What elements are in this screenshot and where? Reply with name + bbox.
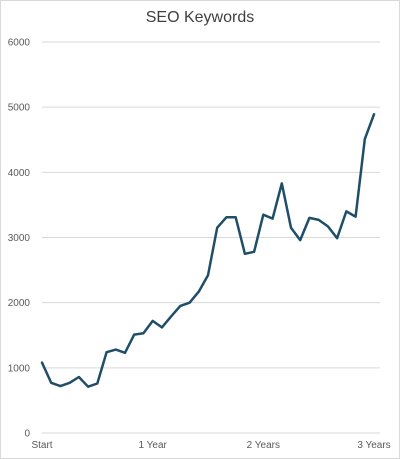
data-point — [234, 216, 237, 219]
data-point — [96, 382, 99, 385]
data-point — [160, 326, 163, 329]
data-point — [114, 348, 117, 351]
x-axis-ticks: Start 1 Year 2 Years 3 Years — [31, 440, 390, 451]
chart-title: SEO Keywords — [145, 9, 255, 26]
data-point — [253, 250, 256, 253]
y-tick-label: 4000 — [8, 168, 31, 179]
data-point — [317, 218, 320, 221]
data-point — [225, 216, 228, 219]
x-tick-label: Start — [31, 440, 52, 451]
x-tick-label: 1 Year — [138, 440, 167, 451]
y-tick-label: 6000 — [8, 38, 31, 49]
data-point — [373, 113, 375, 116]
data-point — [68, 381, 71, 384]
y-tick-label: 2000 — [8, 298, 31, 309]
data-point — [299, 239, 302, 242]
data-point — [290, 226, 292, 229]
x-tick-label: 2 Years — [247, 440, 280, 451]
data-point — [336, 237, 339, 240]
data-point — [105, 351, 108, 354]
series-layer — [40, 113, 376, 388]
y-tick-label: 1000 — [8, 363, 31, 374]
data-point — [216, 226, 219, 229]
data-point — [345, 210, 348, 213]
data-point — [207, 274, 209, 277]
data-point — [188, 301, 191, 304]
y-axis-ticks: 0 1000 2000 3000 4000 5000 6000 — [8, 38, 31, 440]
data-point — [179, 304, 182, 307]
y-tick-label: 5000 — [8, 103, 31, 114]
y-tick-label: 3000 — [8, 233, 31, 244]
data-point — [124, 351, 126, 354]
series-line — [40, 113, 376, 388]
data-point — [151, 319, 154, 322]
data-point — [262, 213, 265, 216]
x-tick-label: 3 Years — [357, 440, 390, 451]
data-point — [170, 315, 173, 318]
data-point — [77, 375, 80, 378]
data-point — [363, 138, 366, 141]
y-tick-label: 0 — [24, 429, 30, 440]
data-point — [59, 385, 62, 388]
data-point — [87, 385, 90, 388]
data-point — [243, 252, 246, 255]
data-point — [142, 332, 145, 335]
data-point — [41, 361, 43, 364]
data-point — [308, 216, 311, 219]
data-point — [280, 182, 283, 185]
data-point — [326, 225, 329, 228]
gridlines — [42, 41, 380, 434]
data-point — [133, 333, 136, 336]
data-point — [197, 290, 200, 293]
data-point — [50, 381, 53, 384]
data-point — [354, 215, 357, 218]
data-point — [271, 217, 274, 220]
